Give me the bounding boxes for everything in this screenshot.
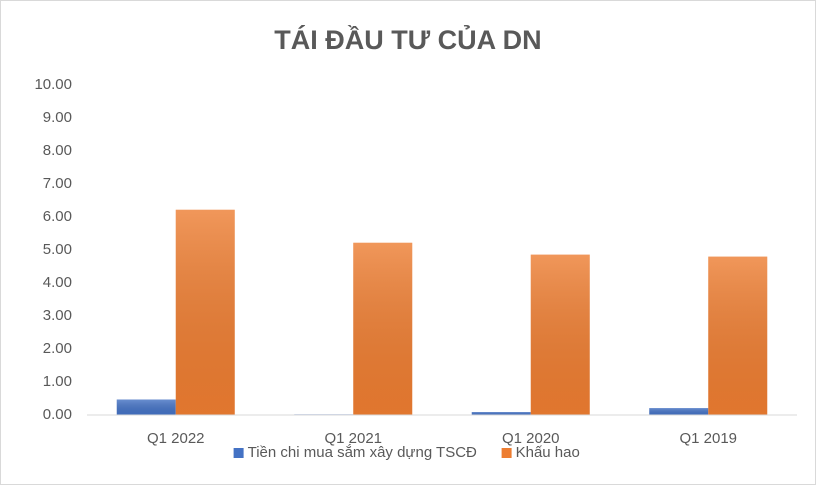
y-tick-label: 2.00 (43, 340, 72, 357)
y-tick-label: 10.00 (34, 76, 72, 93)
y-tick-label: 0.00 (43, 406, 72, 423)
bar-shade (471, 412, 531, 415)
legend-label: Tiền chi mua sắm xây dựng TSCĐ (248, 444, 477, 461)
legend-swatch (233, 448, 244, 458)
bar-shade (530, 254, 590, 415)
y-tick-label: 6.00 (43, 208, 72, 225)
x-tick-label: Q1 2022 (147, 430, 205, 447)
legend-label: Khấu hao (516, 444, 580, 461)
bar-shade (175, 209, 235, 415)
x-tick-label: Q1 2020 (502, 430, 560, 447)
chart-title: TÁI ĐẦU TƯ CỦA DN (274, 23, 541, 55)
bar-shade (116, 399, 176, 415)
y-tick-label: 1.00 (43, 373, 72, 390)
bar-shade (649, 408, 709, 415)
bar-shade (708, 256, 768, 415)
y-tick-label: 9.00 (43, 109, 72, 126)
y-tick-label: 5.00 (43, 241, 72, 258)
x-tick-label: Q1 2021 (324, 430, 382, 447)
y-tick-label: 3.00 (43, 307, 72, 324)
y-tick-label: 7.00 (43, 175, 72, 192)
y-tick-label: 4.00 (43, 274, 72, 291)
legend-swatch (501, 448, 512, 458)
bar-shade (353, 242, 413, 415)
y-tick-label: 8.00 (43, 142, 72, 159)
x-tick-label: Q1 2019 (679, 430, 737, 447)
